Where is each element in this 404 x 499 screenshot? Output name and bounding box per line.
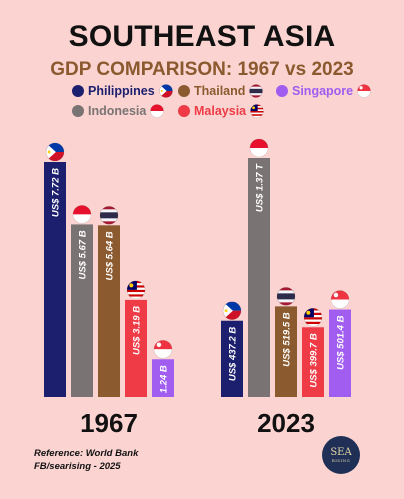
flag-ph-1967-icon bbox=[45, 142, 65, 162]
legend-label: Philippines bbox=[88, 84, 155, 98]
category-label-2023: 2023 bbox=[257, 408, 315, 438]
flag-id-icon bbox=[150, 104, 165, 118]
legend-item-indonesia: Indonesia bbox=[72, 104, 165, 118]
legend-item-philippines: Philippines bbox=[72, 84, 173, 98]
data-label-malaysia-1967: US$ 3.19 B bbox=[132, 306, 143, 355]
bar-indonesia-2023 bbox=[248, 158, 270, 397]
data-label-indonesia-1967: US$ 5.67 B bbox=[78, 230, 89, 279]
flag-id-1967-icon bbox=[72, 205, 92, 224]
bar-indonesia-1967 bbox=[71, 224, 93, 397]
bar-thailand-2023 bbox=[275, 306, 297, 397]
flag-th-icon bbox=[249, 84, 264, 98]
bar-malaysia-1967 bbox=[125, 299, 147, 397]
data-label-thailand-2023: US$ 519.5 B bbox=[282, 312, 293, 367]
legend-swatch bbox=[178, 105, 190, 117]
credit-text: FB/searising - 2025 bbox=[34, 461, 121, 472]
legend-label: Indonesia bbox=[88, 104, 147, 118]
bar-philippines-1967 bbox=[44, 162, 66, 397]
logo-subtext: RISING bbox=[331, 458, 351, 463]
bar-singapore-2023 bbox=[329, 309, 351, 397]
legend-flag-id bbox=[150, 104, 165, 118]
legend-item-singapore: Singapore bbox=[276, 84, 371, 98]
category-label-1967: 1967 bbox=[80, 408, 138, 438]
legend-swatch bbox=[72, 85, 84, 97]
flag-th-1967-icon bbox=[99, 206, 119, 225]
flag-my-2023-icon bbox=[303, 307, 323, 327]
legend-label: Malaysia bbox=[194, 104, 247, 118]
legend-item-malaysia: Malaysia bbox=[178, 104, 264, 118]
legend-flag-sg bbox=[357, 84, 371, 98]
data-label-singapore-1967: 1.24 B bbox=[159, 365, 170, 393]
legend-swatch bbox=[72, 105, 84, 117]
flag-my-icon bbox=[250, 104, 264, 118]
bar-thailand-1967 bbox=[98, 225, 120, 397]
flag-id-2023-icon bbox=[249, 138, 269, 158]
flag-th-2023-icon bbox=[276, 287, 296, 306]
chart-subtitle: GDP COMPARISON: 1967 vs 2023 bbox=[50, 59, 354, 80]
flag-ph-icon bbox=[158, 84, 173, 98]
legend-flag-th bbox=[249, 84, 264, 98]
legend-label: Thailand bbox=[194, 84, 246, 98]
flag-my-1967-icon bbox=[126, 280, 146, 300]
chart-title: SOUTHEAST ASIA bbox=[68, 20, 336, 53]
flag-sg-1967-icon bbox=[153, 339, 173, 359]
bar-philippines-2023 bbox=[221, 320, 243, 397]
data-label-philippines-2023: US$ 437.2 B bbox=[228, 327, 239, 382]
data-label-singapore-2023: US$ 501.4 B bbox=[336, 315, 347, 370]
data-label-thailand-1967: US$ 5.64 B bbox=[105, 231, 116, 280]
data-label-indonesia-2023: US$ 1.37 T bbox=[255, 163, 266, 212]
reference-text: Reference: World Bank bbox=[34, 448, 139, 459]
legend-flag-my bbox=[250, 104, 264, 118]
data-label-malaysia-2023: US$ 399.7 B bbox=[309, 333, 320, 388]
legend-item-thailand: Thailand bbox=[178, 84, 264, 98]
legend-flag-ph bbox=[158, 84, 173, 98]
legend-swatch bbox=[276, 85, 288, 97]
legend-label: Singapore bbox=[292, 84, 354, 98]
legend-swatch bbox=[178, 85, 190, 97]
bar-singapore-1967 bbox=[152, 359, 174, 397]
flag-sg-icon bbox=[357, 84, 371, 98]
brand-logo: SEA RISING bbox=[322, 436, 360, 474]
data-label-philippines-1967: US$ 7.72 B bbox=[51, 168, 62, 217]
logo-text: SEA bbox=[330, 447, 352, 458]
flag-ph-2023-icon bbox=[222, 301, 242, 321]
flag-sg-2023-icon bbox=[330, 290, 350, 309]
bar-malaysia-2023 bbox=[302, 327, 324, 397]
